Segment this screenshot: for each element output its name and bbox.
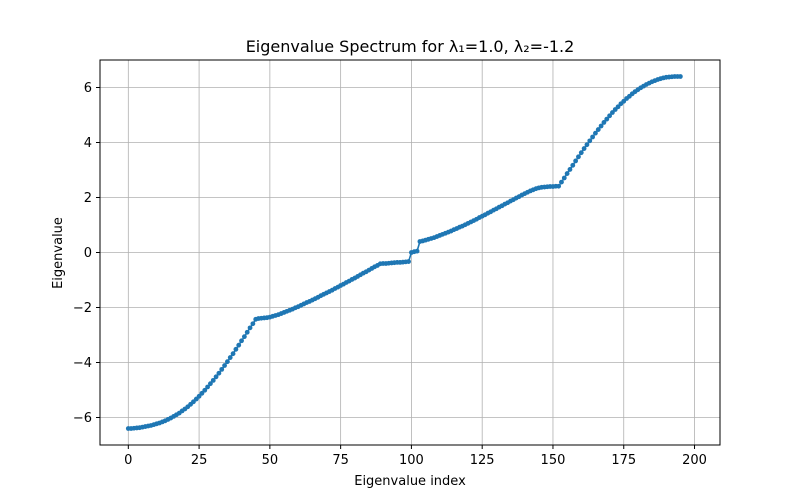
data-point [213, 374, 219, 380]
data-point [561, 175, 567, 181]
data-point [595, 127, 601, 132]
x-tick-label: 50 [262, 453, 279, 468]
data-point [584, 142, 590, 148]
x-tick-label: 75 [332, 453, 349, 468]
data-point [587, 138, 593, 144]
data-point [233, 346, 239, 352]
data-point [196, 393, 202, 399]
data-point [227, 355, 233, 360]
data-point [593, 130, 598, 136]
data-point [598, 123, 604, 129]
data-point [244, 329, 250, 335]
data-point [576, 154, 581, 160]
x-ticks: 0 25 50 75 100 125 150 175 200 [124, 445, 707, 468]
data-point [202, 387, 208, 393]
y-tick-label: −2 [73, 301, 92, 316]
data-point [556, 183, 562, 189]
x-tick-label: 175 [611, 453, 636, 468]
y-ticks: −6 −4 −2 0 2 4 6 [73, 81, 100, 426]
data-point [581, 146, 587, 151]
y-axis-title: Eigenvalue [51, 217, 66, 289]
data-point [677, 74, 683, 79]
data-point [208, 381, 213, 387]
data-point [607, 113, 612, 119]
x-tick-label: 25 [191, 453, 208, 468]
data-point [199, 390, 205, 396]
data-point [250, 321, 256, 327]
data-point [406, 259, 411, 264]
data-point [225, 359, 230, 365]
series-layer [125, 74, 683, 431]
y-tick-label: 4 [84, 136, 92, 151]
data-point [564, 171, 570, 176]
y-tick-label: −6 [73, 411, 92, 426]
data-point [210, 377, 216, 383]
data-point [604, 116, 610, 122]
chart-title: Eigenvalue Spectrum for λ₁=1.0, λ₂=-1.2 [246, 37, 575, 56]
y-tick-label: 0 [84, 246, 92, 261]
data-point [590, 134, 595, 140]
data-point [222, 363, 227, 368]
data-point [578, 150, 584, 156]
data-point [573, 158, 579, 164]
data-point [567, 167, 573, 172]
x-tick-label: 125 [470, 453, 495, 468]
x-axis-title: Eigenvalue index [354, 474, 466, 489]
data-point [230, 351, 236, 357]
data-point [570, 162, 576, 168]
data-point [247, 325, 253, 331]
data-point [219, 366, 225, 372]
x-tick-label: 200 [682, 453, 707, 468]
y-tick-label: 2 [84, 191, 92, 206]
data-point [239, 338, 244, 344]
y-tick-label: 6 [84, 81, 92, 96]
data-point [236, 342, 242, 348]
grid-lines [100, 60, 720, 445]
data-point [610, 110, 615, 115]
x-tick-label: 100 [399, 453, 424, 468]
x-tick-label: 150 [541, 453, 566, 468]
data-point [559, 179, 564, 185]
data-point [205, 384, 210, 390]
data-point [601, 120, 607, 125]
data-point [414, 248, 420, 254]
x-tick-label: 0 [124, 453, 132, 468]
data-point [615, 104, 621, 110]
data-point [216, 370, 222, 376]
y-tick-label: −4 [73, 356, 92, 371]
data-point [241, 334, 247, 340]
